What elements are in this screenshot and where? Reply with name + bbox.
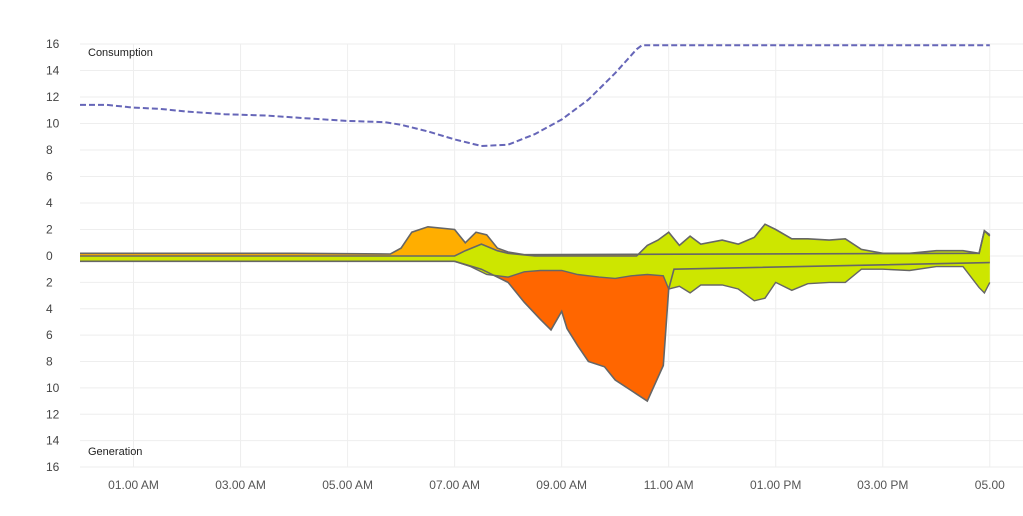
y-tick-label: 16 bbox=[46, 460, 60, 474]
y-tick-label: 0 bbox=[46, 249, 53, 263]
y-tick-label: 4 bbox=[46, 302, 53, 316]
y-tick-label: 10 bbox=[46, 117, 60, 131]
y-tick-label: 2 bbox=[46, 223, 53, 237]
series-area-green bbox=[80, 224, 990, 256]
x-tick-label: 03.00 PM bbox=[857, 478, 908, 492]
x-tick-label: 11.00 AM bbox=[644, 478, 694, 492]
x-tick-label: 07.00 AM bbox=[429, 478, 480, 492]
y-tick-label: 12 bbox=[46, 90, 60, 104]
consumption-label: Consumption bbox=[88, 47, 153, 59]
consumption-line-series bbox=[80, 44, 990, 148]
y-tick-label: 10 bbox=[46, 381, 60, 395]
x-axis-tick-labels: 01.00 AM 03.00 AM 05.00 AM 07.00 AM 09.00 AM… bbox=[108, 478, 1005, 492]
y-tick-label: 12 bbox=[46, 407, 60, 421]
x-tick-label: 09.00 AM bbox=[536, 478, 587, 492]
y-tick-label: 6 bbox=[46, 170, 53, 184]
x-tick-label: 01.00 PM bbox=[750, 478, 801, 492]
y-tick-label: 16 bbox=[46, 37, 60, 51]
area-series bbox=[80, 223, 991, 403]
outline-lower-green bbox=[80, 260, 991, 302]
x-tick-label: 01.00 AM bbox=[108, 478, 159, 492]
series-area-red-generation bbox=[80, 256, 990, 402]
y-axis-tick-labels: 16 14 12 10 8 6 4 2 0 2 4 6 8 10 12 14 16 bbox=[46, 37, 60, 474]
x-tick-label: 05.00 AM bbox=[322, 478, 373, 492]
y-tick-label: 14 bbox=[46, 434, 60, 448]
y-tick-label: 6 bbox=[46, 328, 53, 342]
x-tick-label: 05.00 bbox=[975, 478, 1005, 492]
outline-upper-orange bbox=[80, 225, 991, 256]
outline-upper-green bbox=[80, 223, 991, 257]
y-tick-label: 14 bbox=[46, 64, 60, 78]
y-tick-label: 4 bbox=[46, 196, 53, 210]
generation-label: Generation bbox=[88, 446, 142, 458]
y-tick-label: 8 bbox=[46, 355, 53, 369]
x-tick-label: 03.00 AM bbox=[215, 478, 266, 492]
y-tick-label: 2 bbox=[46, 275, 53, 289]
consumption-dashed-line bbox=[80, 44, 990, 148]
y-tick-label: 8 bbox=[46, 143, 53, 157]
outline-lower-red bbox=[80, 260, 990, 403]
